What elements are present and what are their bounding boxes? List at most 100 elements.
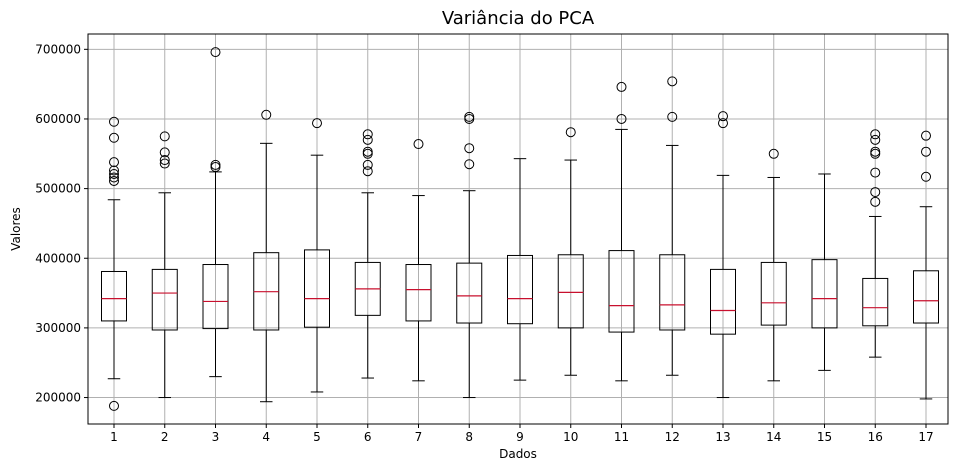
box-7: [405, 139, 432, 382]
outlier-point: [413, 139, 424, 150]
y-tick-label: 600000: [35, 112, 81, 126]
outlier-point: [362, 134, 373, 145]
chart-title: Variância do PCA: [442, 8, 595, 29]
outlier-point: [616, 113, 627, 124]
box-11: [608, 81, 635, 382]
outlier-point: [667, 111, 678, 122]
box-iqr: [760, 261, 787, 326]
box-iqr: [151, 268, 178, 331]
outlier-point: [667, 76, 678, 87]
x-tick-label: 3: [212, 430, 220, 444]
outlier-point: [921, 130, 931, 141]
x-tick-label: 16: [868, 430, 883, 444]
x-tick-label: 10: [563, 430, 578, 444]
box-8: [456, 111, 483, 399]
box-4: [253, 109, 280, 403]
x-tick-label: 17: [918, 430, 933, 444]
y-tick-label: 400000: [35, 251, 81, 265]
outlier-point: [870, 146, 881, 157]
x-tick-label: 15: [817, 430, 832, 444]
x-tick-label: 2: [161, 430, 169, 444]
outlier-point: [362, 146, 373, 157]
outlier-point: [464, 159, 475, 170]
x-tick-label: 9: [516, 430, 524, 444]
x-tick-label: 5: [313, 430, 321, 444]
outlier-point: [768, 148, 779, 159]
grid-lines: [88, 34, 948, 424]
box-13: [710, 111, 736, 399]
box-6: [354, 129, 381, 379]
x-tick-label: 12: [665, 430, 680, 444]
box-12: [659, 76, 686, 376]
x-tick-label: 7: [415, 430, 423, 444]
box-1: [101, 116, 127, 411]
box-10: [557, 127, 584, 376]
box-iqr: [710, 268, 736, 335]
box-9: [507, 158, 533, 381]
outlier-point: [464, 143, 475, 154]
outlier-point: [109, 165, 119, 176]
box-14: [760, 148, 787, 382]
outlier-point: [261, 109, 272, 120]
outlier-point: [362, 159, 373, 170]
x-tick-label: 13: [715, 430, 730, 444]
outlier-point: [109, 132, 119, 143]
y-tick-label: 300000: [35, 321, 81, 335]
outlier-point: [565, 127, 576, 138]
outlier-point: [870, 134, 881, 145]
box-iqr: [659, 254, 686, 331]
box-iqr: [202, 264, 229, 330]
box-iqr: [456, 262, 483, 324]
x-tick-label: 11: [614, 430, 629, 444]
outlier-point: [159, 131, 170, 142]
box-iqr: [913, 270, 939, 324]
outlier-point: [109, 168, 119, 179]
y-tick-label: 500000: [35, 182, 81, 196]
outlier-point: [616, 81, 627, 92]
outlier-point: [159, 147, 170, 158]
box-iqr: [405, 264, 432, 322]
y-ticks: 200000 300000 400000 500000 600000 700000: [35, 42, 88, 405]
x-tick-label: 1: [110, 430, 118, 444]
x-tick-label: 8: [465, 430, 473, 444]
outlier-point: [718, 111, 728, 122]
box-iqr: [101, 270, 127, 322]
outlier-point: [159, 155, 170, 166]
box-iqr: [811, 259, 838, 329]
box-2: [151, 131, 178, 399]
x-tick-label: 4: [262, 430, 270, 444]
outlier-point: [109, 175, 119, 186]
outlier-point: [921, 171, 931, 182]
outlier-point: [362, 166, 373, 177]
outlier-point: [870, 129, 881, 140]
box-iqr: [608, 250, 635, 333]
outlier-point: [159, 158, 170, 169]
box-16: [862, 129, 889, 358]
outlier-point: [109, 400, 119, 411]
x-axis-label: Dados: [499, 447, 537, 461]
x-tick-label: 6: [364, 430, 372, 444]
outlier-point: [921, 146, 931, 157]
box-iqr: [557, 254, 584, 329]
box-17: [913, 130, 939, 400]
y-tick-label: 700000: [35, 42, 81, 56]
outlier-point: [210, 47, 221, 58]
box-3: [202, 47, 229, 378]
outlier-point: [109, 157, 119, 168]
outlier-point: [312, 118, 322, 129]
box-15: [811, 173, 838, 371]
box-iqr: [862, 277, 889, 327]
outlier-point: [362, 129, 373, 140]
box-iqr: [507, 254, 533, 325]
outlier-point: [109, 172, 119, 183]
outlier-point: [718, 118, 728, 129]
x-tick-label: 14: [766, 430, 781, 444]
plot-frame: [87, 33, 949, 425]
outlier-point: [210, 159, 221, 170]
y-axis-label: Valores: [9, 207, 23, 251]
outlier-point: [870, 167, 881, 178]
x-ticks: 1 2 3 4 5 6 7 8 9 10 11 12 13 14 15 16 17: [110, 424, 934, 444]
box-iqr: [304, 249, 330, 328]
outlier-point: [870, 196, 881, 207]
